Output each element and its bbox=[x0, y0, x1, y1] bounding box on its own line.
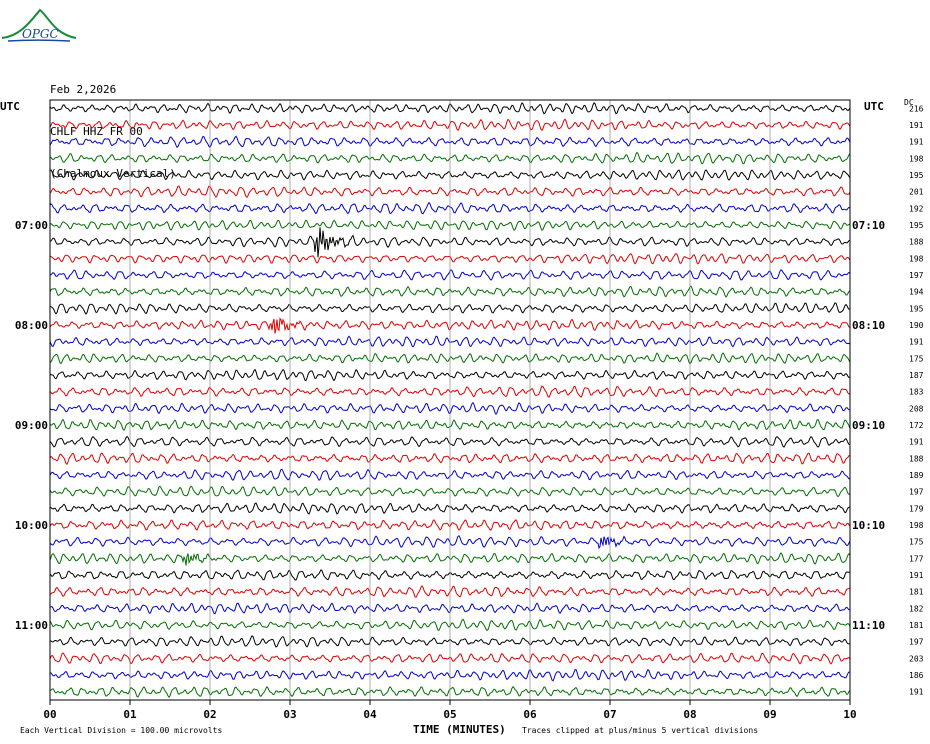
left-time-label-1100: 11:00 bbox=[15, 619, 48, 632]
x-tick-label-00: 00 bbox=[43, 708, 56, 721]
logo-text: OPGC bbox=[22, 27, 59, 41]
dc-offset-label-0: 216 bbox=[909, 104, 924, 113]
dc-offset-label-5: 201 bbox=[909, 188, 924, 197]
logo-mountain-icon bbox=[1, 8, 77, 39]
x-tick-label-10: 10 bbox=[843, 708, 856, 721]
dc-offset-label-18: 208 bbox=[909, 404, 924, 413]
dc-offset-label-3: 198 bbox=[909, 154, 924, 163]
dc-offset-label-11: 194 bbox=[909, 288, 924, 297]
dc-offset-label-30: 182 bbox=[909, 604, 924, 613]
left-utc-label: UTC bbox=[0, 100, 20, 113]
opgc-logo: OPGC bbox=[1, 8, 77, 42]
dc-offset-label-29: 181 bbox=[909, 588, 924, 597]
clip-note: Traces clipped at plus/minus 5 vertical … bbox=[522, 726, 758, 735]
x-tick-label-04: 04 bbox=[363, 708, 377, 721]
dc-offset-label-14: 191 bbox=[909, 338, 924, 347]
dc-offset-label-23: 197 bbox=[909, 488, 924, 497]
x-tick-label-07: 07 bbox=[603, 708, 616, 721]
dc-offset-label-12: 195 bbox=[909, 304, 924, 313]
dc-offset-label-7: 195 bbox=[909, 221, 924, 230]
label-group: 00 01 02 03 04 05 06 07 08 09 10 07:00 08:00 09:00 10:… bbox=[15, 104, 924, 721]
dc-offset-label-22: 189 bbox=[909, 471, 924, 480]
dc-offset-label-15: 175 bbox=[909, 354, 924, 363]
right-time-label-0710: 07:10 bbox=[852, 219, 885, 232]
left-time-label-1000: 10:00 bbox=[15, 519, 48, 532]
x-tick-label-08: 08 bbox=[683, 708, 696, 721]
dc-offset-label-32: 197 bbox=[909, 638, 924, 647]
dc-offset-label-31: 181 bbox=[909, 621, 924, 630]
dc-offset-label-16: 187 bbox=[909, 371, 924, 380]
dc-offset-label-20: 191 bbox=[909, 438, 924, 447]
dc-offset-label-33: 203 bbox=[909, 654, 924, 663]
x-tick-label-05: 05 bbox=[443, 708, 456, 721]
dc-offset-label-10: 197 bbox=[909, 271, 924, 280]
x-axis-label: TIME (MINUTES) bbox=[413, 723, 506, 736]
dc-offset-label-13: 190 bbox=[909, 321, 924, 330]
x-tick-label-06: 06 bbox=[523, 708, 537, 721]
dc-header-label: DC bbox=[904, 98, 914, 107]
dc-offset-label-4: 195 bbox=[909, 171, 924, 180]
x-tick-label-02: 02 bbox=[203, 708, 216, 721]
dc-offset-label-21: 188 bbox=[909, 454, 924, 463]
left-time-label-0800: 08:00 bbox=[15, 319, 48, 332]
dc-offset-label-28: 191 bbox=[909, 571, 924, 580]
dc-offset-label-1: 191 bbox=[909, 121, 924, 130]
right-utc-label: UTC bbox=[864, 100, 884, 113]
vertical-division-note: Each Vertical Division = 100.00 microvol… bbox=[20, 726, 222, 735]
dc-offset-label-6: 192 bbox=[909, 204, 924, 213]
dc-offset-label-17: 183 bbox=[909, 388, 924, 397]
dc-offset-label-19: 172 bbox=[909, 421, 924, 430]
dc-offset-label-9: 198 bbox=[909, 254, 924, 263]
dc-offset-label-2: 191 bbox=[909, 138, 924, 147]
right-time-label-0910: 09:10 bbox=[852, 419, 885, 432]
dc-offset-label-25: 198 bbox=[909, 521, 924, 530]
dc-offset-label-26: 175 bbox=[909, 538, 924, 547]
x-tick-label-03: 03 bbox=[283, 708, 296, 721]
dc-offset-label-35: 191 bbox=[909, 688, 924, 697]
left-time-label-0900: 09:00 bbox=[15, 419, 48, 432]
x-tick-label-09: 09 bbox=[763, 708, 776, 721]
date-label: Feb 2,2026 bbox=[50, 83, 117, 96]
dc-offset-label-34: 186 bbox=[909, 671, 924, 680]
dc-offset-label-24: 179 bbox=[909, 504, 924, 513]
right-time-label-1110: 11:10 bbox=[852, 619, 885, 632]
dc-offset-label-8: 188 bbox=[909, 238, 924, 247]
right-time-label-0810: 08:10 bbox=[852, 319, 885, 332]
left-time-label-0700: 07:00 bbox=[15, 219, 48, 232]
dc-offset-label-27: 177 bbox=[909, 554, 924, 563]
x-tick-label-01: 01 bbox=[123, 708, 137, 721]
right-time-label-1010: 10:10 bbox=[852, 519, 885, 532]
trace-group bbox=[49, 102, 851, 699]
